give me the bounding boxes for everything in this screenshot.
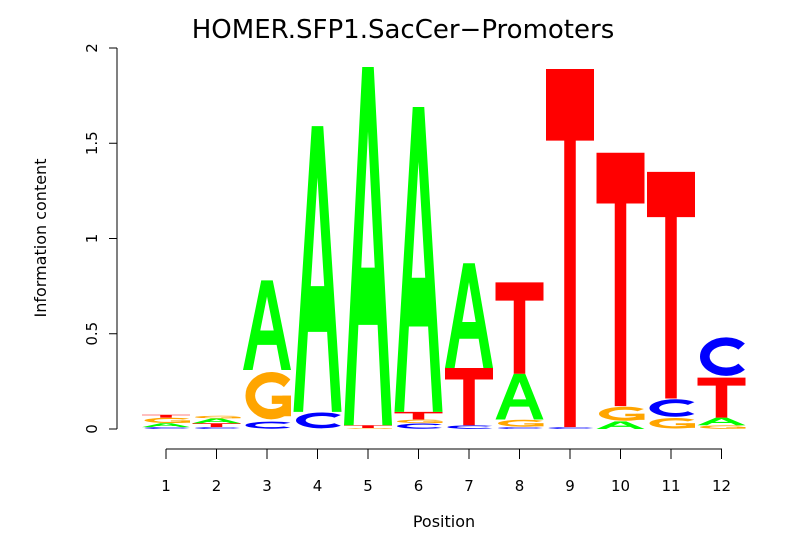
y-tick-label: 0.5 xyxy=(83,322,101,346)
logo-column xyxy=(697,337,746,429)
letter-g xyxy=(195,415,241,419)
x-tick-label: 9 xyxy=(565,477,575,495)
x-tick-label: 3 xyxy=(262,477,272,495)
letter-a xyxy=(192,418,241,424)
x-tick-label: 6 xyxy=(414,477,424,495)
letter-t xyxy=(546,68,594,428)
letter-c xyxy=(649,399,695,417)
letter-a xyxy=(596,421,645,429)
letter-g xyxy=(144,417,190,424)
letter-g xyxy=(649,418,695,429)
letter-g xyxy=(397,419,443,424)
letter-g xyxy=(498,419,544,427)
logo-column xyxy=(596,152,645,429)
letter-c xyxy=(245,421,291,429)
logo-column xyxy=(394,107,443,429)
x-tick-label: 1 xyxy=(161,477,171,495)
logo-column xyxy=(647,171,695,429)
x-tick-label: 4 xyxy=(313,477,323,495)
letter-t xyxy=(394,411,443,420)
letter-g xyxy=(346,428,392,429)
x-tick-label: 7 xyxy=(464,477,474,495)
letter-t xyxy=(596,152,645,407)
letter-a xyxy=(697,417,746,426)
x-tick-label: 8 xyxy=(515,477,525,495)
letter-c xyxy=(548,427,594,429)
y-tick-label: 0 xyxy=(83,424,101,434)
logo-column xyxy=(546,68,594,429)
letter-stacks xyxy=(142,67,746,429)
letter-a xyxy=(344,67,392,426)
letter-t xyxy=(445,368,493,426)
y-axis-label: Information content xyxy=(31,159,50,318)
y-tick-label: 1.5 xyxy=(83,131,101,155)
x-tick-label: 5 xyxy=(363,477,373,495)
letter-t xyxy=(344,425,392,429)
letter-t xyxy=(192,423,241,428)
letter-t xyxy=(697,377,746,418)
letter-t xyxy=(495,282,544,374)
letter-c xyxy=(195,427,240,429)
y-tick-label: 2 xyxy=(83,43,101,53)
letter-g xyxy=(700,425,746,429)
letter-c xyxy=(296,412,341,429)
letter-a xyxy=(495,373,544,420)
letter-c xyxy=(397,423,442,429)
y-tick-label: 1 xyxy=(83,234,101,244)
letter-c xyxy=(700,337,745,376)
x-tick-label: 2 xyxy=(212,477,222,495)
x-axis-label: Position xyxy=(413,512,475,531)
logo-column xyxy=(495,282,544,429)
letter-a xyxy=(293,126,342,412)
letter-g xyxy=(245,372,291,420)
y-axis: 0 0.5 1 1.5 2 Information content xyxy=(31,43,118,434)
logo-column xyxy=(142,414,190,429)
letter-g xyxy=(599,406,645,421)
letter-t xyxy=(647,171,695,399)
logo-column xyxy=(243,280,291,429)
letter-a xyxy=(394,107,443,412)
chart-title: HOMER.SFP1.SacCer−Promoters xyxy=(192,15,615,45)
logo-column xyxy=(344,67,392,429)
x-tick-label: 10 xyxy=(611,477,630,495)
x-tick-label: 11 xyxy=(661,477,680,495)
logo-column xyxy=(445,263,493,429)
y-axis-ticks: 0 0.5 1 1.5 2 xyxy=(83,43,117,434)
letter-a xyxy=(445,263,493,369)
letter-a xyxy=(142,423,190,428)
letter-c xyxy=(144,427,190,429)
x-tick-label: 12 xyxy=(712,477,731,495)
letter-c xyxy=(447,425,493,429)
x-axis: 1 2 3 4 5 6 7 8 9 10 11 12 Position xyxy=(161,448,731,531)
logo-column xyxy=(192,415,241,429)
letter-t xyxy=(142,414,190,418)
x-axis-ticks: 1 2 3 4 5 6 7 8 9 10 11 12 xyxy=(161,449,731,495)
logo-column xyxy=(293,126,342,429)
letter-a xyxy=(243,280,291,370)
letter-c xyxy=(498,427,543,429)
